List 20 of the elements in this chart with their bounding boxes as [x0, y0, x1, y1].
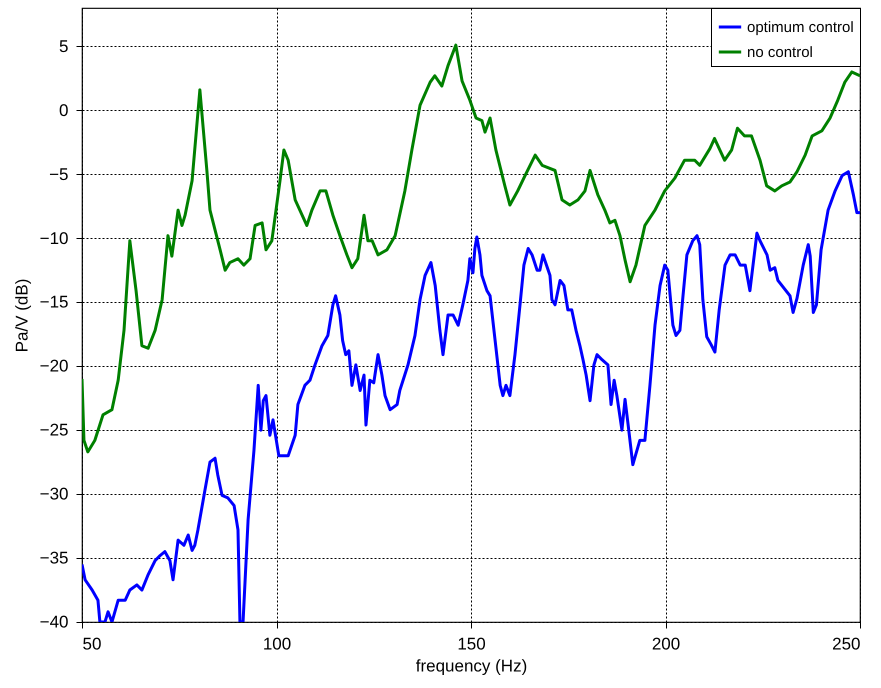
y-tick-label: −30: [40, 484, 68, 504]
x-axis-title: frequency (Hz): [416, 656, 528, 676]
y-tick-label: 5: [59, 36, 68, 56]
x-tick-label: 200: [652, 634, 680, 654]
y-tick-label: 0: [59, 100, 68, 120]
y-tick-label: −15: [40, 292, 68, 312]
legend-label: no control: [747, 44, 813, 61]
x-tick-label: 100: [262, 634, 292, 654]
x-tick-label: 50: [82, 634, 102, 654]
y-tick-label: −25: [40, 420, 68, 440]
y-tick-label: −10: [40, 228, 68, 248]
y-tick-label: −35: [40, 548, 68, 568]
y-tick-label: −40: [40, 612, 68, 632]
y-tick-label: −20: [40, 356, 68, 376]
y-tick-label: −5: [49, 164, 68, 184]
x-tick-label: 150: [457, 634, 486, 654]
x-tick-label: 250: [832, 634, 860, 654]
legend-label: optimum control: [747, 19, 854, 36]
y-axis-title: Pa/V (dB): [12, 278, 32, 352]
line-series: [82, 44, 860, 454]
